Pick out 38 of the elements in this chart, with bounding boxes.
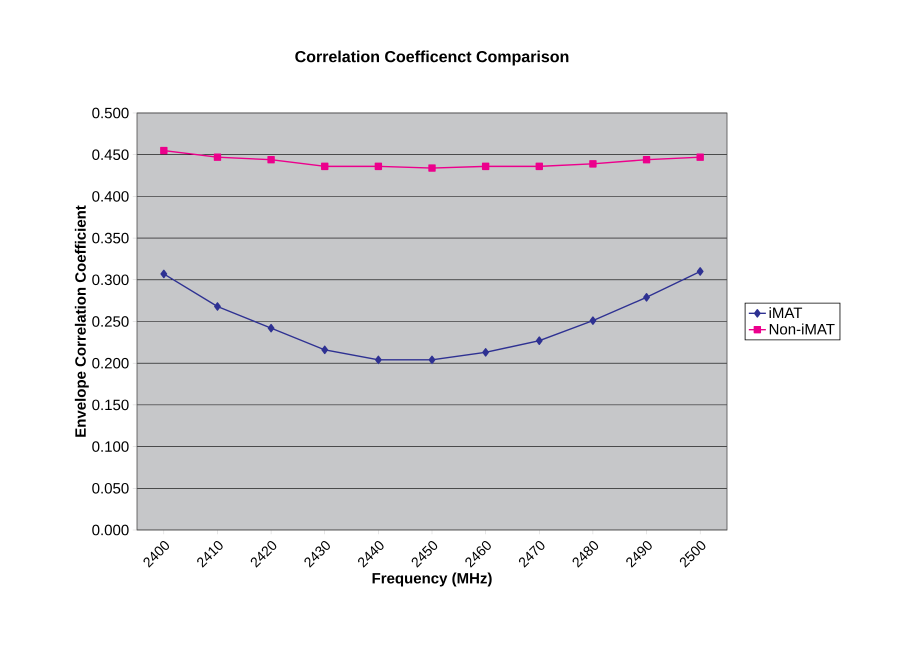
chart-title: Correlation Coefficenct Comparison [295,50,568,66]
y-tick-label: 0.150 [92,400,129,410]
x-axis-title: Frequency (MHz) [372,572,492,586]
point [642,156,650,164]
point [428,356,436,364]
legend-label: Non-iMAT [770,323,835,334]
y-tick-label: 0.300 [92,274,129,286]
point [214,153,222,161]
point [214,302,221,311]
y-tick-label: 0.050 [92,482,129,494]
point [374,356,382,364]
legend-label: iMAT [770,307,802,318]
point [321,346,328,354]
point [643,293,650,302]
point [482,348,490,357]
point [267,156,275,164]
y-tick-label: 0.200 [92,358,129,368]
point [428,164,436,172]
y-tick-label: 0.350 [92,232,129,244]
point [160,146,168,154]
point [696,267,704,276]
point [696,153,704,161]
point [482,162,490,170]
point [160,270,168,278]
point [536,162,543,170]
y-tick-label: 0.500 [92,108,129,118]
point [268,324,274,332]
point [589,160,597,168]
point [374,162,382,170]
y-tick-label: 0.100 [92,441,129,452]
y-tick-label: 0.450 [92,149,129,160]
y-tick-label: 0.250 [92,316,129,327]
y-axis-title: Envelope Correlation Coefficient [74,205,89,437]
point [536,336,543,345]
y-tick-label: 0.400 [92,191,129,202]
point [590,316,596,325]
point [321,162,328,170]
y-tick-label: 0.000 [92,524,129,536]
